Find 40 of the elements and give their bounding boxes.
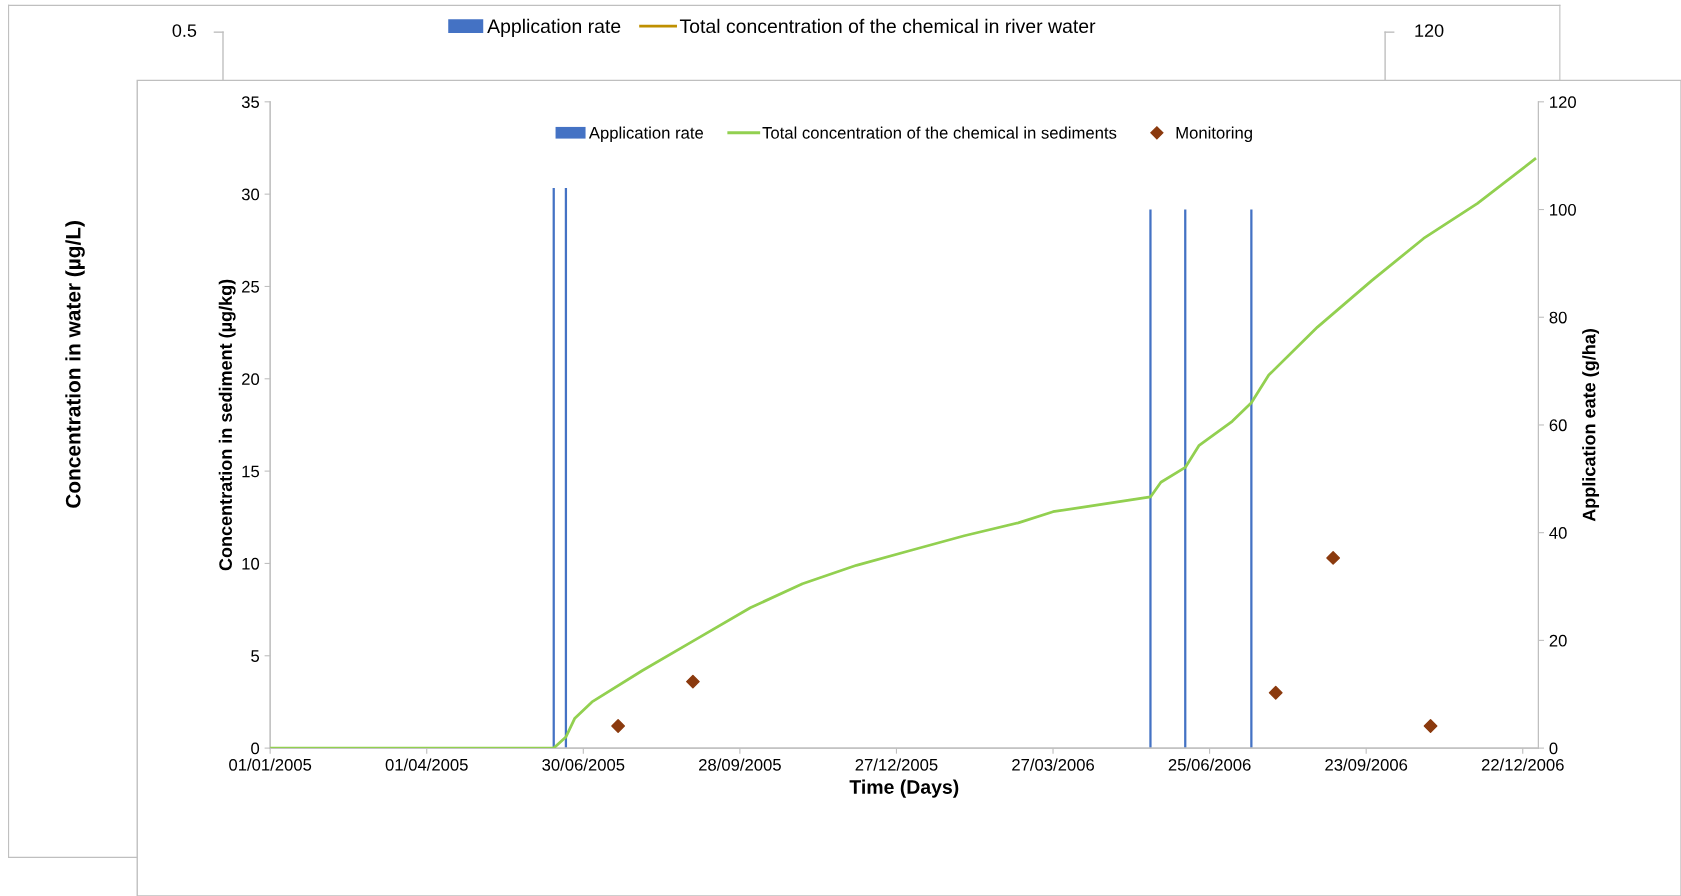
y-tick-label: 5 xyxy=(251,650,260,662)
legend-label: Total concentration of the chemical in river water xyxy=(679,18,1096,34)
legend-label: Application rate xyxy=(487,18,621,37)
legend-label: Application rate xyxy=(588,126,704,143)
y-tick-label: 30 xyxy=(241,188,260,201)
y-tick-label: 25 xyxy=(242,280,260,293)
y-tick-label: 0 xyxy=(251,742,260,755)
text: 0.5 xyxy=(172,24,197,37)
x-tick-label: 22/12/2006 xyxy=(1481,758,1564,771)
y-axis-title: Concentration in sediment (µg/kg) xyxy=(218,279,236,571)
y2-axis-title: Application eate (g/ha) xyxy=(1582,329,1600,522)
point xyxy=(1423,719,1438,733)
x-tick-label: 01/04/2005 xyxy=(385,758,468,771)
y-tick-label: 35 xyxy=(241,96,260,109)
y-tick-label: 20 xyxy=(242,373,260,385)
x-tick-label: 01/01/2005 xyxy=(229,758,312,771)
legend-label: Total concentration of the chemical in sediments xyxy=(762,126,1117,139)
point xyxy=(1326,550,1341,565)
legend-label: Monitoring xyxy=(1176,126,1252,143)
y2-tick-label: 100 xyxy=(1550,203,1576,216)
text: 120 xyxy=(1415,24,1444,37)
y-tick-label: 15 xyxy=(242,465,260,478)
x-tick-label: 25/06/2006 xyxy=(1168,758,1251,771)
point xyxy=(1268,685,1283,700)
x-tick-label: 28/09/2005 xyxy=(699,758,781,771)
text: Concentration in water (µg/L) xyxy=(65,221,85,508)
point xyxy=(611,719,626,733)
y2-tick-label: 60 xyxy=(1549,419,1567,432)
x-tick-label: 27/03/2006 xyxy=(1012,758,1095,771)
y2-tick-label: 80 xyxy=(1549,311,1567,324)
y2-tick-label: 20 xyxy=(1549,634,1567,647)
y2-tick-label: 40 xyxy=(1549,527,1567,539)
y-tick-label: 10 xyxy=(242,557,260,570)
x-tick-label: 23/09/2006 xyxy=(1325,758,1408,771)
x-axis-title: Time (Days) xyxy=(849,779,959,798)
y2-tick-label: 120 xyxy=(1550,96,1576,109)
x-tick-label: 27/12/2005 xyxy=(855,758,938,771)
x-tick-label: 30/06/2005 xyxy=(542,758,625,771)
y2-tick-label: 0 xyxy=(1549,742,1558,755)
point xyxy=(686,674,700,689)
